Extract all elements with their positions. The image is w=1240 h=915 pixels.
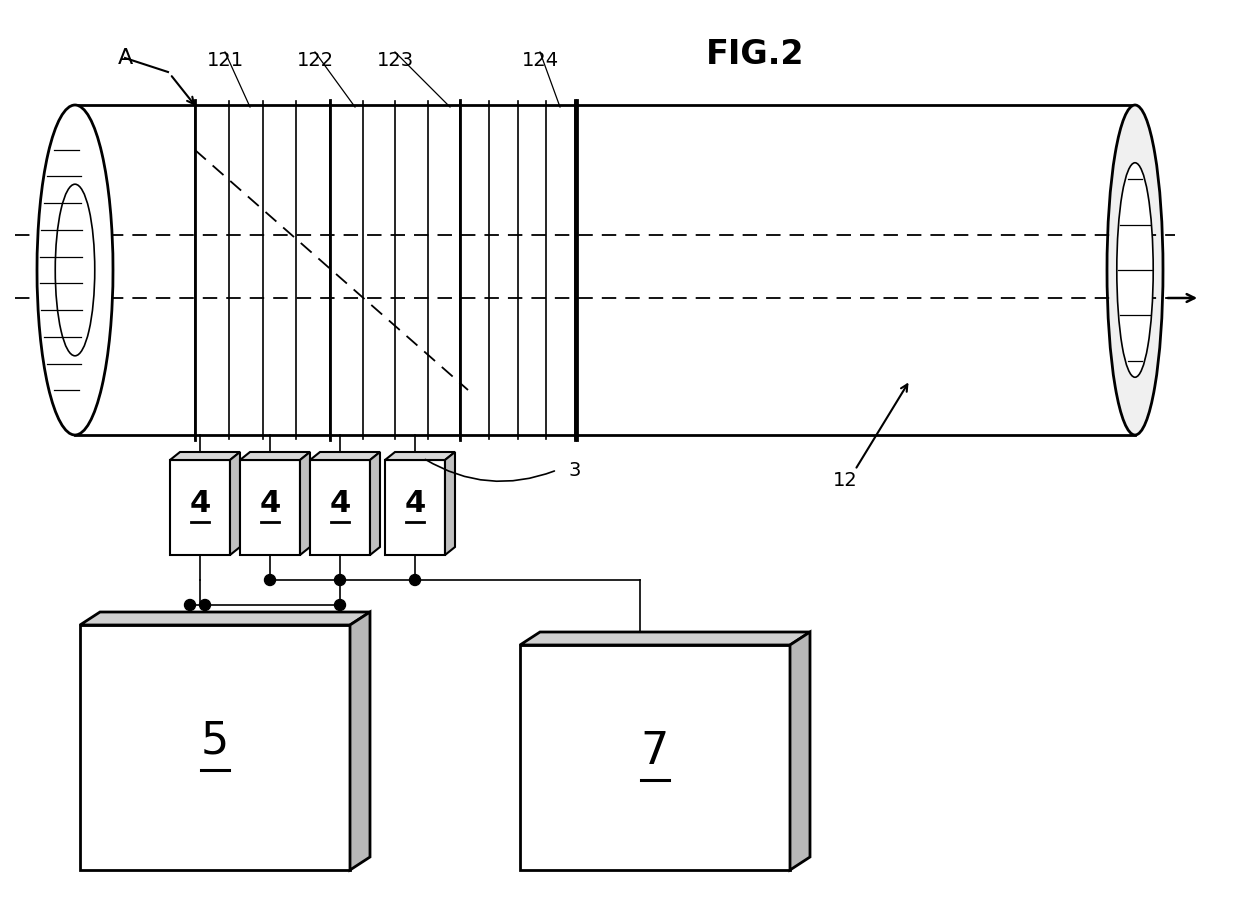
Polygon shape: [170, 460, 229, 555]
Polygon shape: [370, 452, 379, 555]
Ellipse shape: [1117, 163, 1153, 377]
Polygon shape: [229, 452, 241, 555]
Text: 124: 124: [522, 50, 558, 70]
Polygon shape: [241, 452, 310, 460]
Text: 123: 123: [377, 50, 414, 70]
Circle shape: [264, 575, 275, 586]
Polygon shape: [300, 452, 310, 555]
Text: 4: 4: [404, 489, 425, 518]
Text: 3: 3: [569, 460, 582, 479]
Circle shape: [185, 599, 196, 610]
Polygon shape: [520, 632, 810, 645]
Polygon shape: [384, 452, 455, 460]
Circle shape: [200, 599, 211, 610]
Circle shape: [335, 599, 346, 610]
Text: 4: 4: [330, 489, 351, 518]
Text: 5: 5: [201, 720, 229, 763]
Text: 4: 4: [190, 489, 211, 518]
Ellipse shape: [1107, 105, 1163, 435]
Polygon shape: [384, 460, 445, 555]
Ellipse shape: [56, 184, 94, 356]
Polygon shape: [81, 625, 350, 870]
Polygon shape: [310, 452, 379, 460]
Text: 7: 7: [641, 730, 670, 773]
Polygon shape: [241, 460, 300, 555]
Text: 12: 12: [832, 470, 857, 490]
Text: FIG.2: FIG.2: [706, 38, 805, 71]
Circle shape: [335, 575, 346, 586]
Ellipse shape: [37, 105, 113, 435]
Polygon shape: [350, 612, 370, 870]
Circle shape: [409, 575, 420, 586]
Polygon shape: [81, 612, 370, 625]
Text: A: A: [118, 48, 133, 68]
Polygon shape: [520, 645, 790, 870]
Polygon shape: [310, 460, 370, 555]
FancyArrowPatch shape: [425, 459, 554, 481]
Text: 4: 4: [259, 489, 280, 518]
Polygon shape: [790, 632, 810, 870]
Text: 122: 122: [296, 50, 334, 70]
Polygon shape: [170, 452, 241, 460]
Polygon shape: [445, 452, 455, 555]
Text: 121: 121: [206, 50, 243, 70]
